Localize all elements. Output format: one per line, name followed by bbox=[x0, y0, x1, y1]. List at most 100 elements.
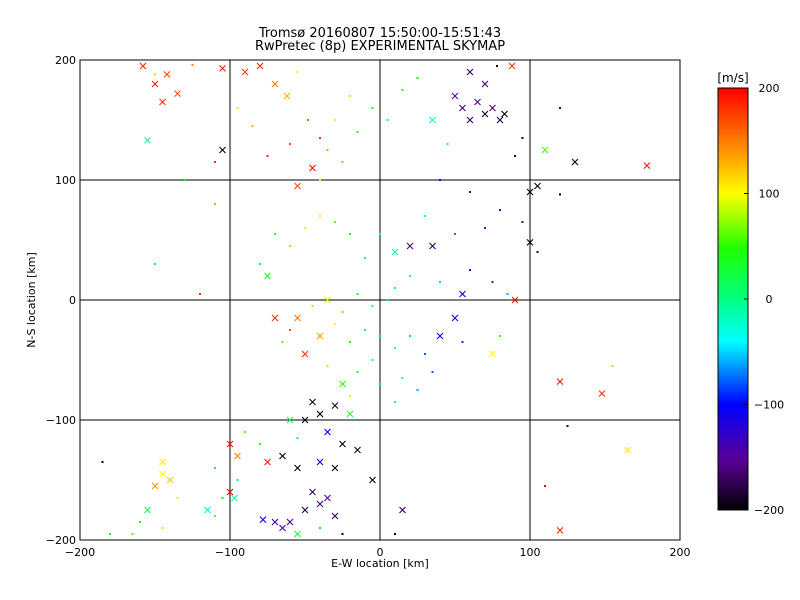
dot-marker bbox=[349, 95, 351, 97]
x-marker bbox=[481, 80, 489, 88]
x-marker bbox=[241, 68, 249, 76]
x-marker bbox=[294, 182, 301, 190]
data-points bbox=[101, 62, 651, 538]
x-marker bbox=[508, 62, 516, 70]
colorbar-tick-label: 0 bbox=[766, 293, 773, 306]
dot-marker bbox=[386, 299, 389, 301]
x-marker bbox=[459, 104, 466, 112]
x-marker bbox=[316, 500, 324, 508]
x-marker bbox=[279, 524, 286, 532]
dot-marker bbox=[289, 245, 291, 247]
x-marker bbox=[309, 488, 316, 496]
dot-marker bbox=[394, 347, 396, 349]
x-marker bbox=[316, 458, 324, 466]
dot-marker bbox=[514, 155, 516, 157]
x-marker bbox=[474, 98, 481, 106]
x-marker bbox=[256, 62, 264, 70]
x-marker bbox=[316, 332, 324, 340]
dot-marker bbox=[139, 521, 141, 523]
dot-marker bbox=[424, 353, 426, 355]
dot-marker bbox=[154, 263, 156, 265]
dot-marker bbox=[251, 125, 254, 127]
dot-marker bbox=[319, 179, 321, 181]
dot-marker bbox=[371, 359, 374, 361]
x-marker bbox=[294, 314, 301, 322]
dot-marker bbox=[349, 341, 351, 343]
y-axis-ticks: −200 −100 0 100 200 bbox=[46, 54, 680, 547]
x-marker bbox=[264, 272, 271, 280]
x-marker bbox=[226, 440, 234, 448]
x-tick-label: 200 bbox=[670, 546, 691, 559]
colorbar-tick-label: 100 bbox=[759, 188, 780, 201]
dot-marker bbox=[566, 425, 569, 427]
dot-marker bbox=[311, 305, 314, 307]
x-marker bbox=[226, 488, 234, 496]
dot-marker bbox=[236, 107, 239, 109]
x-marker bbox=[598, 390, 606, 397]
x-marker bbox=[204, 506, 211, 514]
x-marker bbox=[144, 137, 151, 144]
dot-marker bbox=[559, 193, 561, 196]
x-marker bbox=[219, 65, 226, 72]
x-marker bbox=[301, 350, 309, 358]
x-marker bbox=[339, 440, 346, 448]
dot-marker bbox=[296, 437, 299, 439]
x-marker bbox=[279, 452, 286, 460]
dot-marker bbox=[334, 221, 336, 223]
dot-marker bbox=[559, 107, 561, 109]
x-marker bbox=[301, 506, 309, 514]
x-marker bbox=[511, 296, 519, 304]
dot-marker bbox=[431, 371, 434, 373]
x-marker bbox=[406, 242, 414, 250]
x-marker bbox=[526, 188, 534, 196]
colorbar-tick-label: −100 bbox=[754, 399, 784, 412]
x-marker bbox=[331, 512, 339, 520]
dot-marker bbox=[356, 131, 359, 133]
dot-marker bbox=[191, 63, 194, 66]
dot-marker bbox=[214, 203, 216, 205]
x-marker bbox=[624, 446, 631, 454]
x-marker bbox=[286, 416, 294, 424]
dot-marker bbox=[266, 155, 269, 157]
x-marker bbox=[354, 446, 361, 454]
x-marker bbox=[556, 527, 564, 534]
dot-marker bbox=[356, 371, 359, 373]
dot-marker bbox=[236, 479, 239, 481]
x-marker bbox=[324, 428, 331, 436]
dot-marker bbox=[611, 365, 614, 367]
x-marker bbox=[526, 239, 534, 246]
dot-marker bbox=[454, 233, 456, 235]
dot-marker bbox=[496, 65, 498, 67]
x-marker bbox=[231, 494, 238, 502]
x-marker bbox=[271, 518, 279, 526]
x-marker bbox=[489, 350, 496, 358]
x-marker bbox=[309, 164, 316, 172]
dot-marker bbox=[281, 341, 284, 343]
x-tick-label: −200 bbox=[65, 546, 95, 559]
x-marker bbox=[399, 506, 406, 514]
x-marker bbox=[294, 530, 301, 538]
dot-marker bbox=[409, 335, 411, 337]
dot-marker bbox=[379, 233, 381, 235]
dot-marker bbox=[326, 149, 329, 151]
x-marker bbox=[151, 482, 159, 490]
x-marker bbox=[556, 378, 564, 385]
dot-marker bbox=[199, 293, 201, 295]
dot-marker bbox=[521, 221, 524, 223]
x-marker bbox=[571, 158, 579, 166]
x-marker bbox=[324, 494, 331, 502]
x-marker bbox=[459, 290, 466, 298]
y-tick-label: 100 bbox=[55, 174, 76, 187]
x-marker bbox=[271, 314, 279, 322]
dot-marker bbox=[349, 395, 351, 397]
dot-marker bbox=[349, 233, 351, 235]
dot-marker bbox=[319, 137, 321, 139]
dot-marker bbox=[289, 329, 291, 331]
dot-marker bbox=[364, 257, 366, 259]
x-marker bbox=[451, 92, 459, 100]
dot-marker bbox=[341, 161, 344, 163]
x-marker bbox=[346, 410, 354, 418]
x-marker bbox=[466, 68, 474, 76]
x-marker bbox=[309, 398, 316, 406]
dot-marker bbox=[394, 533, 396, 535]
